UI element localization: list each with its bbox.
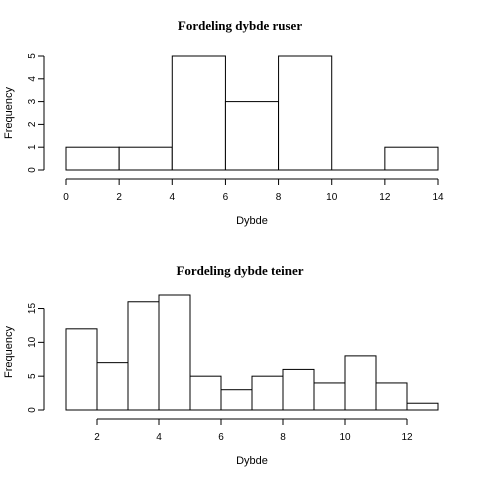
x-axis-label: Dybde (236, 455, 268, 467)
y-tick-label: 4 (27, 76, 38, 82)
y-tick-label: 1 (27, 144, 38, 150)
y-tick-label: 0 (27, 167, 38, 173)
histogram-bar (158, 294, 191, 411)
y-tick-label: 10 (27, 336, 38, 348)
histogram-bar (65, 146, 120, 171)
y-axis-label: Frequency (3, 326, 15, 378)
histogram-bar (344, 355, 377, 411)
x-tick-label: 8 (280, 432, 286, 443)
x-tick-label: 8 (276, 192, 282, 203)
histogram-bar (278, 55, 333, 171)
chart-title: Fordeling dybde ruser (178, 18, 302, 33)
histogram-bar (171, 55, 226, 171)
histogram-teiner: Fordeling dybde teiner 2 4 6 8 10 12 Dybde 0 5 10 1… (3, 263, 439, 467)
y-axis-label: Frequency (3, 87, 15, 139)
histogram-bar (224, 101, 280, 171)
x-tick-label: 10 (326, 192, 338, 203)
y-tick-label: 3 (27, 98, 38, 104)
y-tick-label: 2 (27, 121, 38, 127)
histogram-bar (384, 146, 439, 171)
x-tick-label: 6 (223, 192, 229, 203)
histogram-bar (282, 368, 315, 411)
histogram-bar (189, 375, 222, 411)
histogram-bar (96, 362, 129, 411)
x-tick-label: 12 (401, 432, 413, 443)
x-tick-label: 2 (94, 432, 100, 443)
y-tick-label: 5 (27, 373, 38, 379)
x-tick-label: 0 (63, 192, 69, 203)
x-tick-label: 4 (156, 432, 162, 443)
histogram-bar (65, 328, 98, 411)
y-tick-label: 0 (27, 407, 38, 413)
histogram-bar (220, 389, 253, 411)
histogram-bar (127, 301, 160, 411)
x-tick-label: 2 (116, 192, 122, 203)
chart-title: Fordeling dybde teiner (176, 263, 303, 278)
x-tick-label: 10 (339, 432, 351, 443)
x-tick-label: 4 (170, 192, 176, 203)
x-axis-label: Dybde (236, 215, 268, 227)
y-tick-label: 15 (27, 303, 38, 315)
histogram-bar (118, 146, 173, 171)
y-tick-label: 5 (27, 53, 38, 59)
x-tick-label: 6 (218, 432, 224, 443)
histogram-bar (313, 382, 346, 411)
histogram-bar (406, 402, 439, 411)
histogram-bar (251, 375, 284, 411)
x-tick-label: 12 (379, 192, 391, 203)
x-tick-label: 14 (432, 192, 444, 203)
histogram-bar (375, 382, 408, 411)
